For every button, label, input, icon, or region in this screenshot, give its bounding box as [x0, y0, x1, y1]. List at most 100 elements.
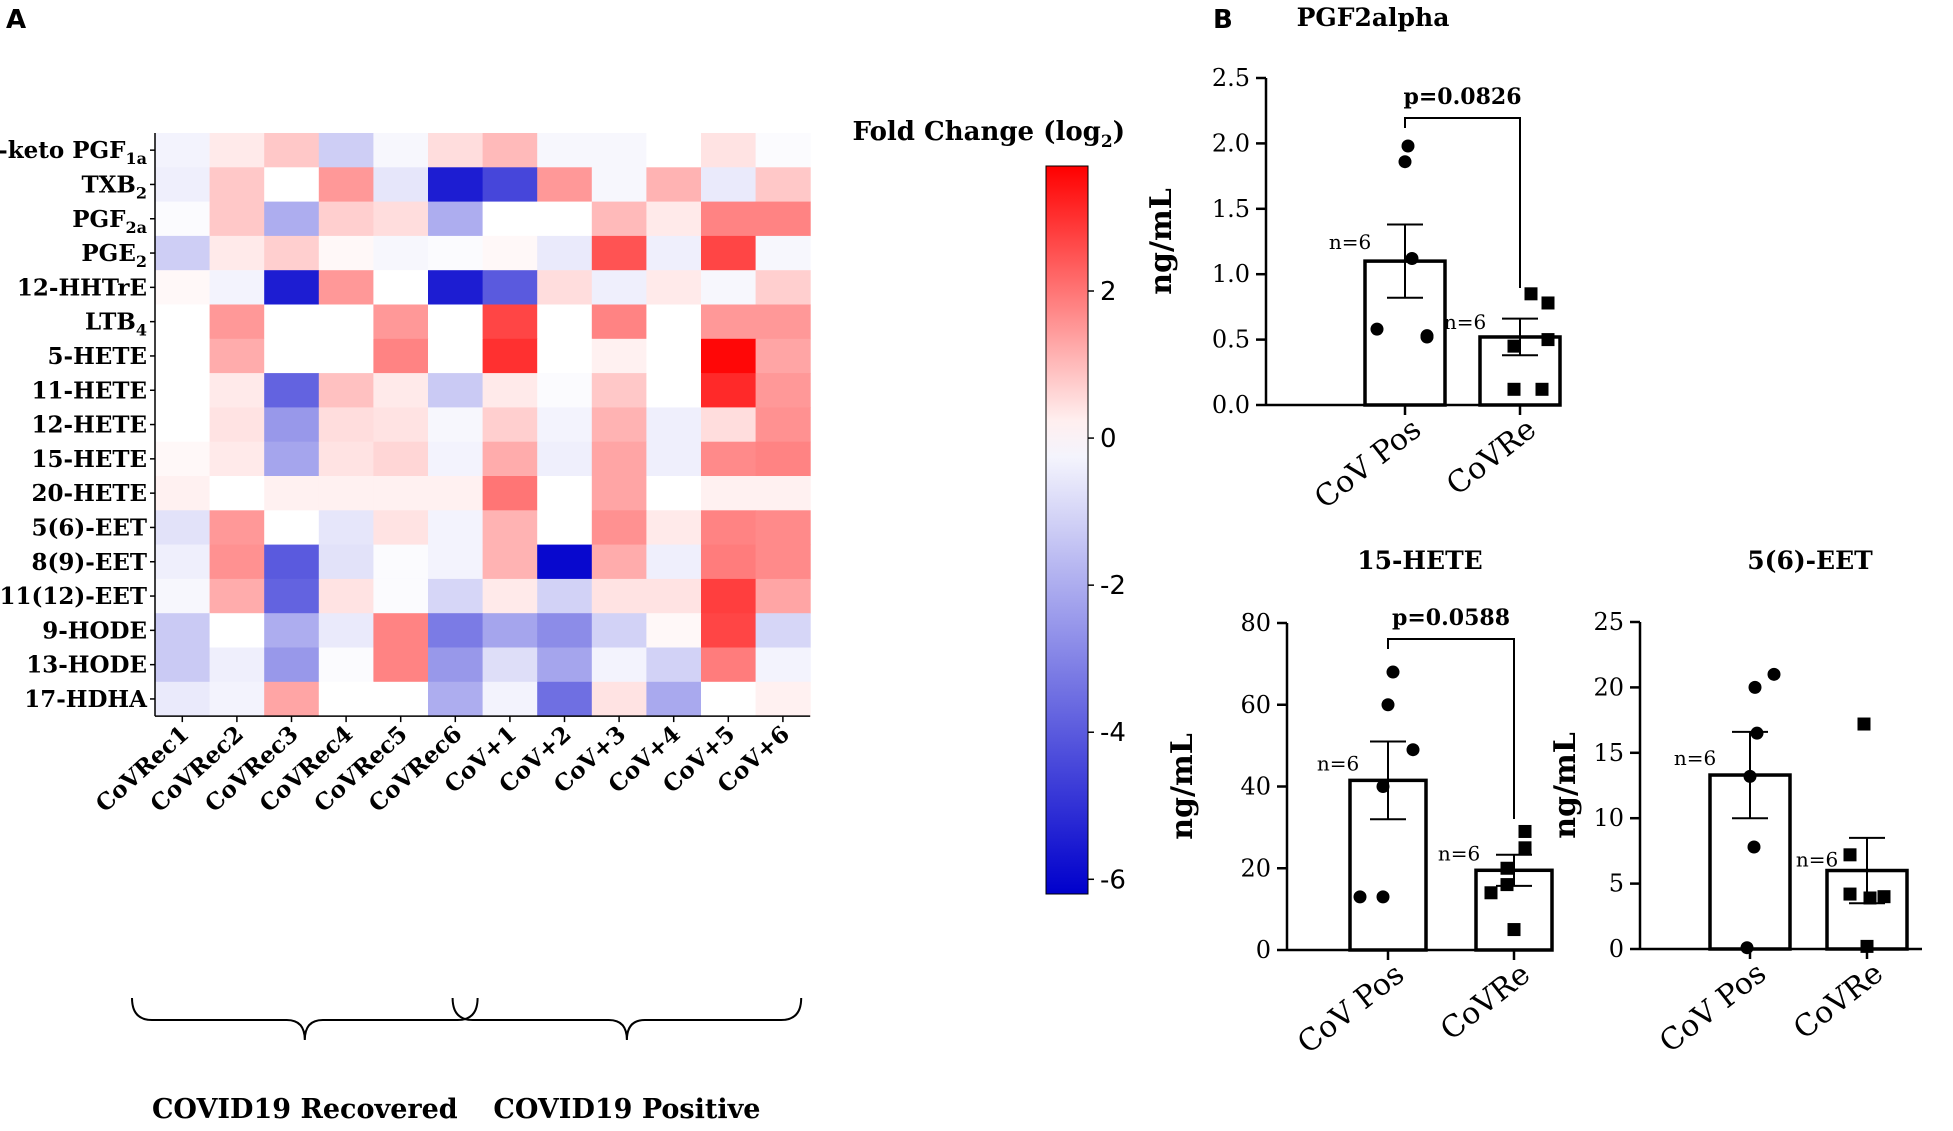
y-tick-label: 15 [1593, 739, 1624, 767]
heatmap-cell [373, 578, 429, 614]
heatmap [154, 133, 811, 717]
y-tick-label: 0 [1256, 936, 1271, 964]
data-point [1398, 155, 1412, 169]
data-point [1406, 743, 1420, 757]
n-label: n=6 [1444, 310, 1486, 334]
heatmap-cell [373, 544, 429, 580]
heatmap-cell [264, 647, 320, 683]
x-tick-label: CoV Pos [1653, 956, 1773, 1060]
n-label: n=6 [1317, 751, 1359, 775]
heatmap-cell [701, 235, 757, 271]
group-label: COVID19 Recovered [152, 1094, 458, 1125]
heatmap-cell [264, 167, 320, 203]
n-label: n=6 [1329, 230, 1371, 254]
heatmap-cell [264, 441, 320, 477]
heatmap-cell [428, 133, 484, 168]
heatmap-cell [482, 338, 538, 374]
heatmap-cell [701, 167, 757, 203]
data-point [1500, 861, 1514, 875]
heatmap-cell [537, 167, 593, 203]
heatmap-row-label: PGF2a [72, 206, 147, 237]
heatmap-cell [646, 133, 702, 168]
heatmap-cell [264, 613, 320, 648]
data-point [1857, 717, 1871, 731]
heatmap-cell [537, 578, 593, 614]
data-point [1507, 339, 1521, 353]
heatmap-cell [537, 476, 593, 511]
heatmap-row-label: 5(6)-EET [32, 514, 148, 541]
heatmap-row-label: 12-HHTrE [17, 274, 147, 301]
heatmap-cell [482, 235, 538, 271]
data-point [1500, 878, 1514, 892]
heatmap-cell [373, 304, 429, 340]
heatmap-row-label: 20-HETE [32, 480, 147, 507]
15-hete-chart: 15-HETE 0 20 40 60 80 ng/mL n=6 CoV Pos n=6 CoVRe p… [1165, 546, 1554, 1061]
heatmap-cell [155, 201, 211, 237]
heatmap-cell [155, 544, 211, 580]
heatmap-cell [373, 235, 429, 271]
heatmap-cell [155, 373, 211, 408]
heatmap-cell [537, 338, 593, 374]
heatmap-cell [209, 270, 265, 305]
y-axis-label: ng/mL [1144, 188, 1179, 295]
group-bracket [131, 997, 479, 1041]
heatmap-cell [318, 338, 374, 374]
heatmap-cell [646, 201, 702, 237]
heatmap-cell [701, 476, 757, 511]
heatmap-cell [537, 373, 593, 408]
heatmap-cell [428, 441, 484, 477]
heatmap-cell [209, 304, 265, 340]
y-tick-label: 2.5 [1212, 64, 1250, 92]
heatmap-cell [318, 407, 374, 443]
data-point [1401, 139, 1415, 153]
heatmap-cell [209, 578, 265, 614]
heatmap-cell [373, 133, 429, 168]
x-tick-label: CoV Pos [1308, 412, 1428, 516]
heatmap-row-label: 5-HETE [48, 343, 147, 370]
heatmap-cell [646, 373, 702, 408]
heatmap-cell [209, 167, 265, 203]
heatmap-cell [591, 441, 647, 477]
heatmap-cell [482, 167, 538, 203]
heatmap-cell [646, 544, 702, 580]
heatmap-cell [155, 270, 211, 305]
heatmap-cell [701, 373, 757, 408]
significance-bracket [1404, 117, 1521, 288]
heatmap-cell [755, 133, 811, 168]
heatmap-cell [701, 510, 757, 546]
heatmap-cell [264, 304, 320, 340]
heatmap-cell [373, 681, 429, 717]
heatmap-cell [482, 201, 538, 237]
heatmap-cell [591, 510, 647, 546]
heatmap-cell [428, 167, 484, 203]
heatmap-cell [373, 613, 429, 648]
heatmap-cell [646, 613, 702, 648]
heatmap-cell [482, 407, 538, 443]
heatmap-cell [209, 235, 265, 271]
heatmap-cell [591, 407, 647, 443]
heatmap-cell [155, 476, 211, 511]
heatmap-cell [209, 373, 265, 408]
heatmap-cell [755, 510, 811, 546]
data-point [1877, 890, 1891, 904]
data-point [1507, 382, 1521, 396]
data-point [1507, 923, 1521, 937]
heatmap-cell [646, 407, 702, 443]
heatmap-cell [537, 510, 593, 546]
heatmap-cell [428, 235, 484, 271]
panel-label-b: B [1213, 5, 1233, 35]
heatmap-cell [209, 476, 265, 511]
data-point [1386, 665, 1400, 679]
data-point [1740, 941, 1754, 955]
heatmap-row-label: 15-HETE [32, 446, 147, 473]
data-point [1484, 886, 1498, 900]
y-tick-label: 0.5 [1212, 326, 1250, 354]
heatmap-cell [482, 510, 538, 546]
heatmap-cell [537, 441, 593, 477]
data-point [1381, 698, 1395, 712]
heatmap-cell [373, 373, 429, 408]
heatmap-cell [155, 133, 211, 168]
heatmap-cell [537, 647, 593, 683]
data-point [1353, 890, 1367, 904]
heatmap-cell [209, 647, 265, 683]
